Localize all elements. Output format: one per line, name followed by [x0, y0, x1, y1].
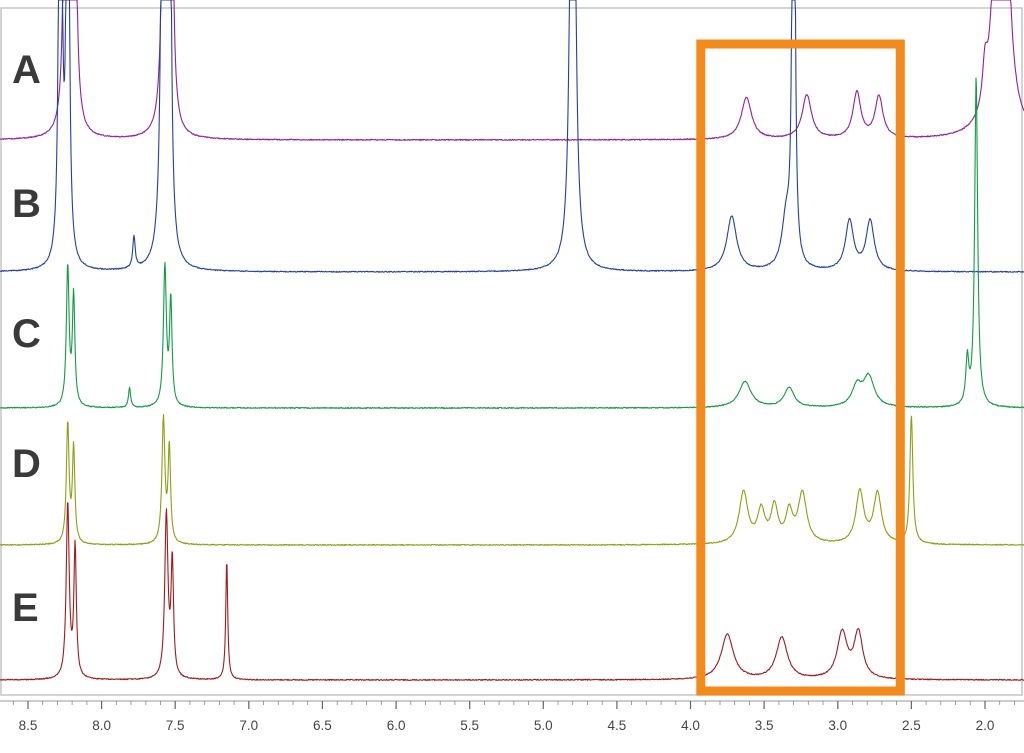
x-tick-label: 2.0	[976, 718, 995, 733]
x-tick-label: 3.0	[828, 718, 847, 733]
plot-frame	[0, 7, 1023, 696]
highlight-box	[696, 39, 905, 696]
x-tick-label: 4.0	[681, 718, 700, 733]
x-tick-label: 7.5	[166, 718, 185, 733]
x-tick-label: 6.0	[387, 718, 406, 733]
trace-label-E: E	[12, 586, 39, 630]
trace-label-D: D	[12, 442, 41, 486]
x-tick-label: 3.5	[755, 718, 774, 733]
x-tick-label: 8.5	[19, 718, 38, 733]
x-tick-label: 5.0	[534, 718, 553, 733]
nmr-trace-E	[0, 502, 1024, 681]
trace-label-B: B	[12, 182, 41, 226]
nmr-trace-A	[0, 0, 1024, 141]
x-tick-label: 7.0	[239, 718, 258, 733]
nmr-trace-B	[0, 0, 1024, 273]
nmr-trace-C	[0, 77, 1024, 409]
trace-label-C: C	[12, 312, 41, 356]
x-tick-label: 8.0	[92, 718, 111, 733]
x-tick-label: 6.5	[313, 718, 332, 733]
x-tick-label: 5.5	[460, 718, 479, 733]
nmr-trace-D	[0, 413, 1024, 546]
x-tick-label: 2.5	[902, 718, 921, 733]
trace-label-A: A	[12, 48, 41, 92]
x-tick-label: 4.5	[608, 718, 627, 733]
